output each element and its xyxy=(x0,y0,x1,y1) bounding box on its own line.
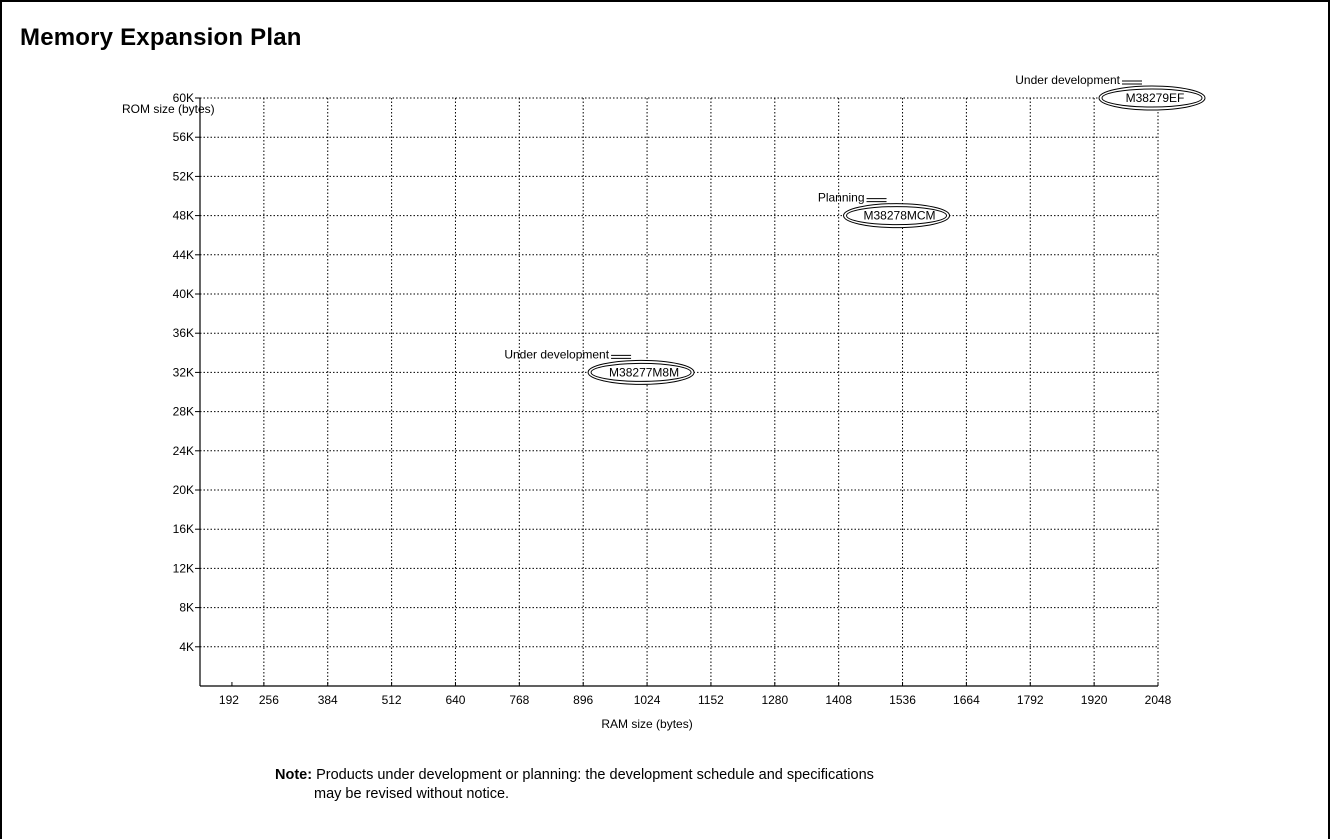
y-tick-label: 60K xyxy=(173,91,194,105)
x-tick-label: 1536 xyxy=(889,693,916,707)
y-tick-label: 12K xyxy=(173,561,194,575)
y-tick-label: 48K xyxy=(173,209,194,223)
product-name: M38278MCM xyxy=(864,209,936,223)
product-status: Under development xyxy=(1015,73,1120,87)
product-status: Under development xyxy=(504,347,609,361)
product-ellipse-inner xyxy=(1101,88,1203,108)
x-tick-label: 896 xyxy=(573,693,593,707)
note-label: Note: xyxy=(275,767,313,783)
y-tick-label: 40K xyxy=(173,287,194,301)
y-tick-label: 24K xyxy=(173,444,194,458)
y-tick-label: 8K xyxy=(179,601,194,615)
x-tick-label: 512 xyxy=(382,693,402,707)
product-ellipse-outer xyxy=(843,203,951,229)
y-tick-label: 16K xyxy=(173,522,194,536)
product-ellipse-outer xyxy=(587,359,695,385)
product-name: M38277M8M xyxy=(609,365,679,379)
x-tick-label: 1664 xyxy=(953,693,980,707)
grid-layer xyxy=(200,97,1159,686)
product-ellipse-inner xyxy=(590,362,692,382)
x-tick-label: 1152 xyxy=(698,693,724,707)
product-ellipse-inner xyxy=(846,206,948,226)
x-tick-label: 768 xyxy=(509,693,529,707)
axis-layer: 4K 8K 12K 16K 20K 24K 28K 32K 36K 40K 44K 48K 52K 56K… xyxy=(173,91,1172,707)
x-tick-label: 640 xyxy=(445,693,465,707)
y-tick-label: 44K xyxy=(173,248,194,262)
x-tick-label: 384 xyxy=(318,693,338,707)
y-tick-label: 36K xyxy=(173,326,194,340)
y-tick-label: 52K xyxy=(173,169,194,183)
product-name: M38279EF xyxy=(1126,91,1185,105)
x-tick-label: 192 xyxy=(219,693,239,707)
product-status: Planning xyxy=(818,191,865,205)
y-tick-label: 20K xyxy=(173,483,194,497)
note-block: Note: Products under development or plan… xyxy=(275,766,874,804)
y-tick-label: 4K xyxy=(179,640,194,654)
page-title: Memory Expansion Plan xyxy=(20,24,302,51)
x-tick-label: 1280 xyxy=(761,693,788,707)
y-tick-label: 56K xyxy=(173,130,194,144)
y-tick-label: 32K xyxy=(173,365,194,379)
note-line2: may be revised without notice. xyxy=(314,786,510,802)
y-axis-label: ROM size (bytes) xyxy=(122,102,215,116)
x-tick-label: 256 xyxy=(259,693,279,707)
x-tick-label: 2048 xyxy=(1145,693,1172,707)
note-line1: Products under development or planning: … xyxy=(316,767,874,783)
product-point: M38279EF Under development xyxy=(1015,73,1206,111)
x-tick-label: 1024 xyxy=(634,693,661,707)
x-tick-label: 1920 xyxy=(1081,693,1108,707)
y-tick-label: 28K xyxy=(173,405,194,419)
x-axis-label: RAM size (bytes) xyxy=(601,717,692,731)
x-tick-label: 1792 xyxy=(1017,693,1044,707)
product-point: M38278MCM Planning xyxy=(818,191,951,229)
x-tick-label: 1408 xyxy=(825,693,852,707)
product-ellipse-outer xyxy=(1098,85,1206,111)
